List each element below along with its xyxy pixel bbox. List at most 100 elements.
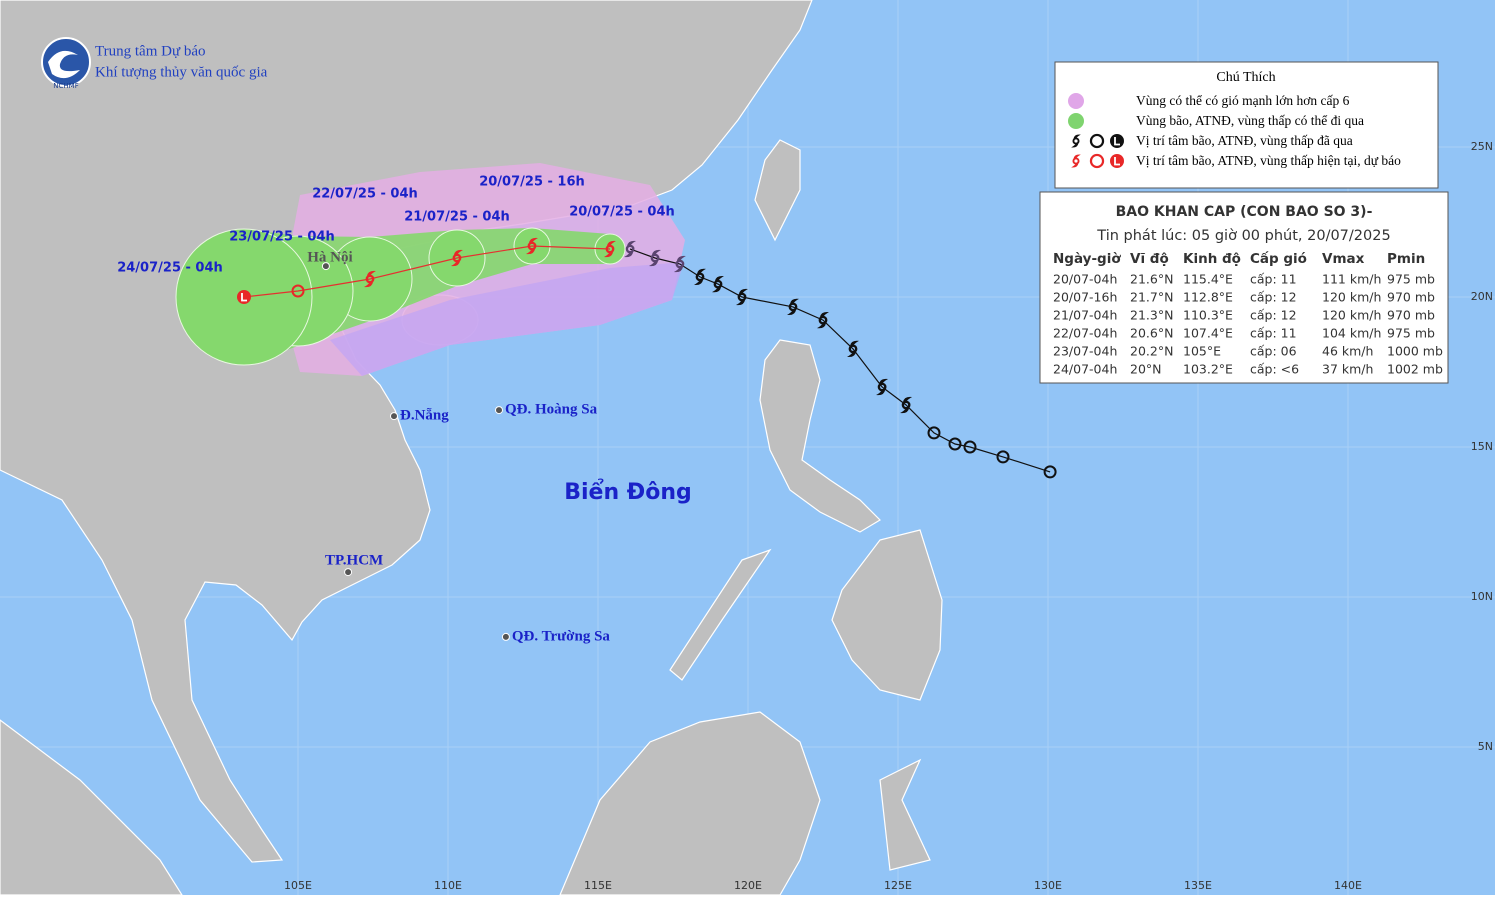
storm-arm (736, 288, 748, 306)
ring (1089, 153, 1105, 169)
past-position (736, 288, 748, 306)
legend-item: Vị trí tâm bão, ATNĐ, vùng thấp đã qua (1136, 133, 1353, 148)
past-position (712, 275, 724, 293)
table-cell: 20/07-04h (1053, 272, 1117, 287)
bulletin-box (1039, 191, 1449, 384)
table-cell: 970 mb (1387, 290, 1435, 305)
column-header: Ngày-giờ (1053, 251, 1121, 267)
past-position (948, 437, 962, 451)
bulletin: BAO KHAN CAP (CON BAO SO 3)- Tin phát lú… (1039, 191, 1449, 384)
table-cell: 120 km/h (1322, 290, 1381, 305)
column-header: Vmax (1322, 251, 1365, 267)
past-position (847, 340, 859, 358)
forecast-position (237, 290, 251, 304)
table-cell: 24/07-04h (1053, 362, 1117, 377)
low-l (241, 293, 247, 302)
past-position (694, 268, 706, 286)
past-position (996, 450, 1010, 464)
storm-arm (900, 396, 913, 414)
storm-arm (847, 340, 859, 358)
past-position (927, 426, 941, 440)
table-cell: 21.3°N (1130, 308, 1173, 323)
table-cell: 37 km/h (1322, 362, 1373, 377)
table-cell: 975 mb (1387, 272, 1435, 287)
lat-tick-label: 15N (1471, 440, 1493, 453)
past-position (649, 249, 661, 267)
storm-arm (694, 268, 706, 286)
place-label: TP.HCM (325, 553, 383, 569)
table-cell: 104 km/h (1322, 326, 1381, 341)
forecast-position (451, 249, 463, 267)
legend-item: Vùng bão, ATNĐ, vùng thấp có thể đi qua (1136, 113, 1364, 128)
place-dot (321, 262, 330, 271)
table-cell: 103.2°E (1183, 362, 1233, 377)
table-cell: cấp: <6 (1250, 362, 1299, 377)
table-cell: 21.7°N (1130, 290, 1173, 305)
lon-tick-label: 135E (1184, 879, 1212, 892)
place-label: QĐ. Trường Sa (512, 628, 611, 644)
table-cell: 970 mb (1387, 308, 1435, 323)
forecast-label: 22/07/25 - 04h (312, 187, 418, 202)
table-cell: 1002 mb (1387, 362, 1443, 377)
legend: Chú Thích Vùng có thể có gió mạnh lớn hơ… (1054, 61, 1439, 189)
forecast-label: 20/07/25 - 16h (479, 175, 585, 190)
lon-tick-label: 120E (734, 879, 762, 892)
table-cell: 23/07-04h (1053, 344, 1117, 359)
lon-tick-label: 125E (884, 879, 912, 892)
table-cell: cấp: 11 (1250, 326, 1297, 341)
storm-arm (624, 240, 637, 258)
ring (291, 284, 305, 298)
place-dot (390, 412, 398, 421)
place-label: Đ.Nẵng (400, 408, 449, 424)
table-cell: 115.4°E (1183, 272, 1233, 287)
place-label: QĐ. Hoàng Sa (505, 402, 598, 418)
ring (1043, 465, 1057, 479)
lon-tick-label: 140E (1334, 879, 1362, 892)
ring (963, 440, 977, 454)
table-cell: 975 mb (1387, 326, 1435, 341)
sea-label: Biển Đông (564, 479, 692, 505)
storm-arm (673, 255, 686, 273)
lat-tick-label: 10N (1471, 590, 1493, 603)
past-position (876, 378, 889, 396)
column-header: Kinh độ (1183, 251, 1241, 267)
low-l (1114, 157, 1120, 166)
column-header: Pmin (1387, 251, 1425, 267)
table-cell: 20/07-16h (1053, 290, 1117, 305)
lat-tick-label: 20N (1471, 290, 1493, 303)
table-cell: cấp: 06 (1250, 344, 1297, 359)
table-cell: 107.4°E (1183, 326, 1233, 341)
ring (996, 450, 1010, 464)
table-cell: 1000 mb (1387, 344, 1443, 359)
lon-tick-label: 115E (584, 879, 612, 892)
storm-arm (604, 240, 616, 258)
table-cell: 20.6°N (1130, 326, 1173, 341)
table-cell: cấp: 11 (1250, 272, 1297, 287)
storm-arm (712, 275, 724, 293)
storm-arm (876, 378, 889, 396)
table-cell: 105°E (1183, 344, 1221, 359)
storm-arm (1071, 134, 1081, 148)
forecast-position (364, 270, 376, 288)
forecast-label: 23/07/25 - 04h (229, 230, 335, 245)
lat-tick-label: 5N (1478, 740, 1493, 753)
past-position (787, 298, 799, 316)
place-dot (344, 568, 353, 577)
storm-arm (451, 249, 463, 267)
past-position (963, 440, 977, 454)
strong-wind-zone-lower (330, 262, 684, 376)
past-position (624, 240, 637, 258)
low-l (1114, 137, 1120, 146)
track-line (629, 248, 1051, 473)
column-header: Cấp gió (1250, 250, 1307, 267)
past-position (900, 396, 913, 414)
column-header: Vĩ độ (1130, 251, 1169, 267)
table-cell: 111 km/h (1322, 272, 1381, 287)
storm-arm (817, 311, 829, 329)
table-cell: cấp: 12 (1250, 308, 1297, 323)
table-cell: 21.6°N (1130, 272, 1173, 287)
legend-item: Vị trí tâm bão, ATNĐ, vùng thấp hiện tại… (1136, 153, 1401, 168)
legend-item: Vùng có thể có gió mạnh lớn hơn cấp 6 (1136, 93, 1350, 108)
